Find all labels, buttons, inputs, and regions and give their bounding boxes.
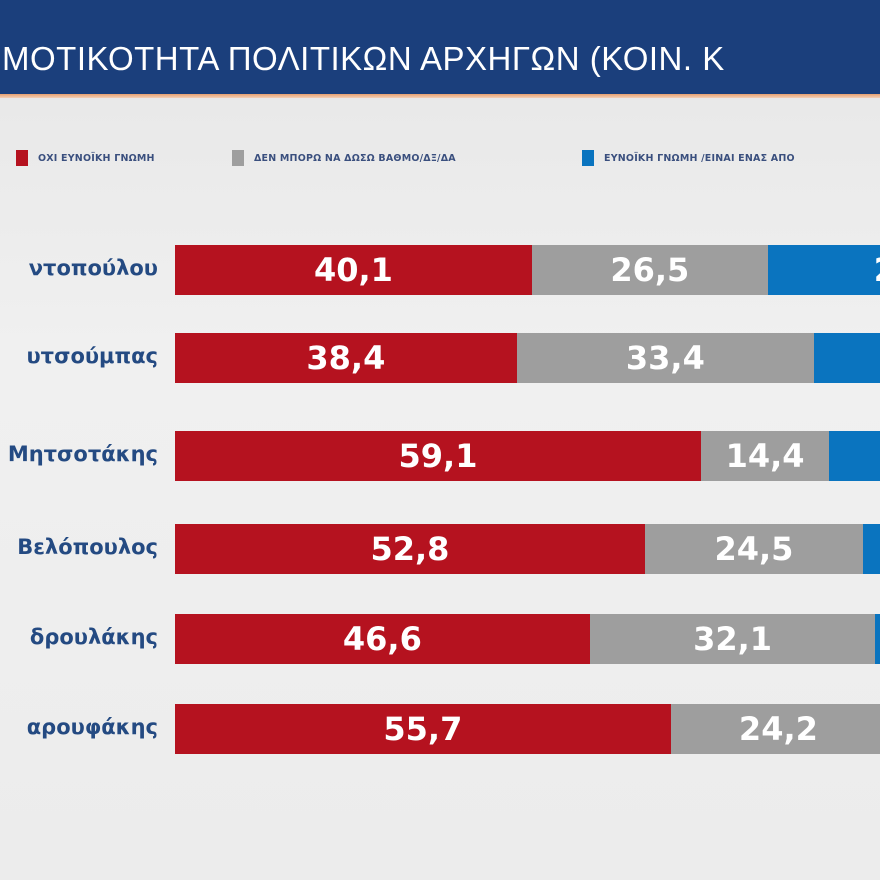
bar-segment <box>875 614 880 664</box>
legend-label: ΟΧΙ ΕΥΝΟΪΚΗ ΓΝΩΜΗ <box>38 152 155 164</box>
data-label: 33,4 <box>625 339 705 377</box>
bar-segment <box>700 431 830 481</box>
data-label: 26,5 <box>610 251 690 289</box>
bar-segment <box>175 704 671 754</box>
legend-item-no-answer: ΔΕΝ ΜΠΟΡΩ ΝΑ ΔΩΣΩ ΒΑΘΜΟ/ΔΞ/ΔΑ <box>232 150 456 166</box>
data-label: 59,1 <box>398 437 478 475</box>
category-label: δρουλάκης <box>29 625 158 649</box>
bar-segment <box>829 431 880 481</box>
category-label: υτσούμπας <box>26 344 159 368</box>
data-label: 40,1 <box>313 251 393 289</box>
legend-label: ΔΕΝ ΜΠΟΡΩ ΝΑ ΔΩΣΩ ΒΑΘΜΟ/ΔΞ/ΔΑ <box>254 152 456 164</box>
bar-segment <box>767 245 880 295</box>
legend-swatch <box>16 150 28 166</box>
bar-segment <box>670 704 880 754</box>
bar-segment <box>814 333 880 383</box>
data-label: 24,2 <box>738 710 818 748</box>
category-label: αρουφάκης <box>26 715 158 739</box>
data-label: 52,8 <box>370 530 450 568</box>
legend-swatch <box>582 150 594 166</box>
banner-accent-line <box>0 94 880 98</box>
title-banner <box>0 0 880 94</box>
data-label: 14,4 <box>725 437 805 475</box>
chart-title: ΜΟΤΙΚΟΤΗΤΑ ΠΟΛΙΤΙΚΩΝ ΑΡΧΗΓΩΝ (ΚΟΙΝ. Κ <box>2 40 725 77</box>
bar-segment <box>862 524 880 574</box>
legend-label: ΕΥΝΟΪΚΗ ΓΝΩΜΗ /ΕΙΝΑΙ ΕΝΑΣ ΑΠΟ <box>604 152 795 164</box>
category-label: ντοπούλου <box>28 256 158 280</box>
data-label: 24,5 <box>714 530 794 568</box>
bar-segment <box>589 614 876 664</box>
bar-segment <box>175 614 590 664</box>
bar-segment <box>531 245 768 295</box>
bar-segment <box>175 245 532 295</box>
data-label: 32,1 <box>693 620 773 658</box>
data-label: 46,6 <box>342 620 422 658</box>
category-label: Βελόπουλος <box>17 535 158 559</box>
legend-item-favorable: ΕΥΝΟΪΚΗ ΓΝΩΜΗ /ΕΙΝΑΙ ΕΝΑΣ ΑΠΟ <box>582 150 795 166</box>
legend-item-unfavorable: ΟΧΙ ΕΥΝΟΪΚΗ ΓΝΩΜΗ <box>16 150 155 166</box>
legend-swatch <box>232 150 244 166</box>
bar-segment <box>175 524 645 574</box>
data-label: 2 <box>874 245 880 295</box>
bar-segment <box>175 431 701 481</box>
bar-segment <box>175 333 517 383</box>
bar-segment <box>516 333 814 383</box>
category-label: Μητσοτάκης <box>7 442 158 466</box>
data-label: 38,4 <box>306 339 386 377</box>
bar-segment <box>644 524 863 574</box>
data-label: 55,7 <box>383 710 463 748</box>
